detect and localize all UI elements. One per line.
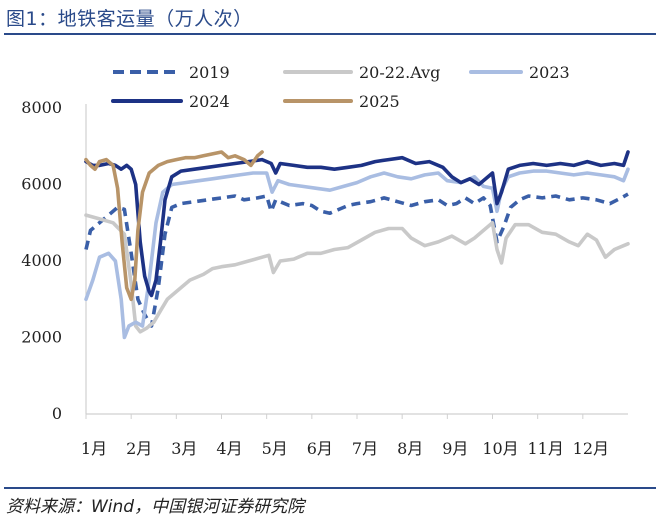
x-tick-label: 2月 xyxy=(126,439,152,458)
y-tick-label: 0 xyxy=(52,404,62,423)
x-tick-label: 8月 xyxy=(397,439,423,458)
figure-title: 图1：地铁客运量（万人次） xyxy=(6,8,253,30)
bottom-rule xyxy=(4,487,656,489)
legend-label: 2024 xyxy=(189,92,230,111)
legend-item-2019: 2019 xyxy=(113,63,230,82)
x-tick-label: 9月 xyxy=(442,439,468,458)
legend-label: 2025 xyxy=(359,92,400,111)
series-line-2019 xyxy=(84,192,629,328)
x-tick-label: 1月 xyxy=(81,439,107,458)
x-tick-label: 10月 xyxy=(482,439,518,458)
legend-item-2025: 2025 xyxy=(283,92,400,111)
source-note: 资料来源：Wind，中国银河证券研究院 xyxy=(6,497,305,517)
legend-item-20-22.Avg: 20-22.Avg xyxy=(283,63,440,82)
series-line-20-22.Avg xyxy=(84,213,630,334)
x-tick-label: 3月 xyxy=(171,439,197,458)
y-axis: 0 2000 4000 6000 8000 xyxy=(21,98,87,423)
series-line-2025 xyxy=(84,150,264,302)
y-tick-label: 6000 xyxy=(21,175,62,194)
y-tick-label: 2000 xyxy=(21,328,62,347)
x-tick-label: 11月 xyxy=(527,439,563,458)
legend-item-2023: 2023 xyxy=(469,63,570,82)
x-axis: 1月 2月 3月 4月 5月 6月 7月 8月 9月 10月 11月 12月 xyxy=(81,413,628,458)
legend: 2019 20-22.Avg 2023 2024 2025 xyxy=(111,63,570,111)
series-line-2023 xyxy=(84,167,630,340)
legend-label: 20-22.Avg xyxy=(359,63,440,82)
line-chart: 2019 20-22.Avg 2023 2024 2025 1月 2月 3月 4月 5月 6月 7月… xyxy=(21,63,630,458)
plot-area xyxy=(84,150,630,340)
x-tick-label: 7月 xyxy=(352,439,378,458)
x-tick-label: 5月 xyxy=(262,439,288,458)
series-line-2024 xyxy=(84,150,630,298)
x-tick-label: 4月 xyxy=(216,439,242,458)
legend-label: 2023 xyxy=(529,63,570,82)
top-rule xyxy=(4,33,656,35)
y-tick-label: 8000 xyxy=(21,98,62,117)
x-tick-label: 12月 xyxy=(573,439,609,458)
legend-label: 2019 xyxy=(189,63,230,82)
y-tick-label: 4000 xyxy=(21,251,62,270)
x-tick-label: 6月 xyxy=(307,439,333,458)
legend-item-2024: 2024 xyxy=(111,92,230,111)
